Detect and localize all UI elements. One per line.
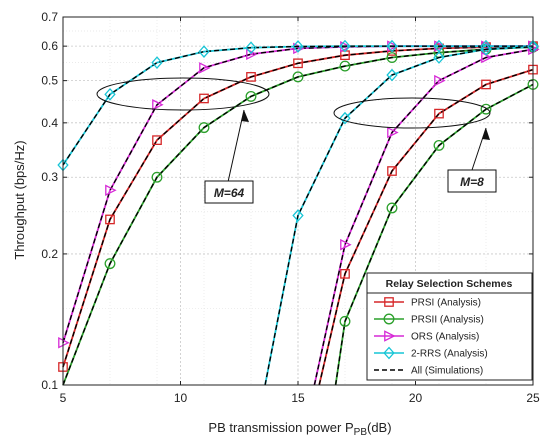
m8-group-ellipse bbox=[333, 97, 491, 129]
m64-label: M=64 bbox=[214, 186, 245, 200]
legend-marker bbox=[384, 297, 394, 307]
axis-labels: PB transmission power PPB(dB) Throughput… bbox=[12, 140, 392, 438]
legend-title: Relay Selection Schemes bbox=[386, 278, 513, 290]
series-point bbox=[104, 258, 116, 270]
series-point bbox=[339, 111, 351, 125]
legend-entry: PRSI (Analysis) bbox=[374, 297, 481, 309]
legend-entry: All (Simulations) bbox=[374, 366, 483, 377]
m8-label-box bbox=[447, 169, 497, 193]
x-tick-label: 15 bbox=[291, 391, 305, 405]
y-axis-label: Throughput (bps/Hz) bbox=[12, 140, 27, 259]
legend-entry: PRSII (Analysis) bbox=[374, 313, 484, 326]
series-point bbox=[292, 71, 304, 83]
series-point bbox=[339, 60, 351, 72]
m64-arrow-line bbox=[227, 109, 245, 183]
x-axis-label-sub: PB bbox=[354, 427, 368, 438]
series-point bbox=[245, 41, 257, 55]
series-point bbox=[105, 184, 117, 197]
y-tick-label: 0.4 bbox=[41, 116, 58, 130]
x-tick-label: 25 bbox=[526, 391, 540, 405]
series-point bbox=[433, 51, 445, 64]
simulation-line bbox=[62, 45, 534, 368]
legend-marker bbox=[384, 330, 396, 342]
y-tick-label: 0.2 bbox=[41, 247, 58, 261]
x-tick-label: 5 bbox=[60, 391, 67, 405]
series-point bbox=[340, 238, 352, 251]
series-point bbox=[293, 58, 303, 69]
legend-items: PRSI (Analysis) PRSII (Analysis) ORS (Anal… bbox=[374, 297, 488, 377]
series-point bbox=[151, 56, 163, 69]
tick-labels: 5 10 15 20 25 0.1 0.2 0.3 0.4 0.5 0.6 0.7 bbox=[41, 10, 540, 405]
series-point bbox=[199, 93, 209, 104]
legend-label: PRSI (Analysis) bbox=[411, 298, 481, 309]
series-point bbox=[104, 87, 116, 101]
series-point bbox=[198, 45, 210, 58]
simulation-line bbox=[62, 46, 534, 386]
y-tick-label: 0.3 bbox=[41, 170, 58, 184]
series-point bbox=[151, 171, 163, 183]
simulation-line bbox=[334, 83, 534, 386]
series-point bbox=[152, 135, 162, 145]
series-point bbox=[434, 108, 444, 119]
y-tick-label: 0.5 bbox=[41, 74, 58, 88]
legend: Relay Selection Schemes PRSI (Analysis)P… bbox=[366, 272, 533, 381]
series-m8-prsii bbox=[334, 79, 539, 386]
series-point bbox=[480, 103, 492, 115]
series-point bbox=[480, 39, 492, 53]
series-point bbox=[386, 202, 398, 214]
series-point bbox=[105, 214, 115, 225]
series-point bbox=[433, 139, 445, 151]
simulation-line bbox=[264, 46, 534, 386]
m8-arrow-head bbox=[482, 128, 490, 140]
series-m8-2-rrs bbox=[264, 40, 539, 386]
simulation-line bbox=[62, 45, 533, 166]
series-layer bbox=[57, 39, 540, 386]
legend-marker bbox=[383, 313, 395, 325]
series-point bbox=[246, 72, 256, 82]
simulation-line bbox=[318, 68, 534, 386]
series-point bbox=[339, 39, 351, 53]
series-point bbox=[480, 42, 492, 56]
simulation-line bbox=[313, 48, 534, 386]
legend-box bbox=[366, 272, 533, 381]
series-point bbox=[152, 99, 164, 111]
annotations: M=64 M=8 bbox=[96, 77, 497, 204]
x-tick-label: 20 bbox=[409, 391, 423, 405]
x-tick-label: 10 bbox=[174, 391, 188, 405]
series-point bbox=[339, 315, 351, 327]
series-point bbox=[292, 40, 304, 53]
series-point bbox=[481, 79, 491, 90]
series-point bbox=[245, 90, 257, 102]
y-tick-label: 0.7 bbox=[41, 10, 58, 24]
series-point bbox=[386, 39, 398, 53]
y-tick-label: 0.1 bbox=[41, 378, 58, 392]
m64-label-box bbox=[204, 180, 254, 204]
series-point bbox=[386, 68, 398, 82]
series-point bbox=[198, 122, 210, 134]
legend-label: PRSII (Analysis) bbox=[411, 315, 484, 326]
legend-label: ORS (Analysis) bbox=[411, 332, 479, 343]
legend-label: 2-RRS (Analysis) bbox=[411, 349, 488, 360]
legend-entry: 2-RRS (Analysis) bbox=[374, 346, 488, 360]
legend-entry: ORS (Analysis) bbox=[374, 330, 479, 343]
x-axis-label-unit: (dB) bbox=[367, 420, 392, 435]
series-point bbox=[434, 74, 446, 87]
legend-label: All (Simulations) bbox=[411, 366, 483, 377]
legend-marker bbox=[383, 346, 395, 360]
series-point bbox=[292, 209, 304, 222]
series-m64-prsi bbox=[58, 41, 538, 372]
x-axis-label-main: PB transmission power P bbox=[208, 420, 353, 435]
series-point bbox=[340, 268, 350, 279]
x-axis-label: PB transmission power PPB(dB) bbox=[208, 420, 391, 438]
m64-arrow-head bbox=[241, 110, 249, 122]
series-point bbox=[387, 126, 399, 139]
series-point bbox=[199, 62, 211, 74]
m8-label: M=8 bbox=[460, 175, 484, 189]
series-point bbox=[481, 51, 493, 64]
y-tick-label: 0.6 bbox=[41, 39, 58, 53]
series-point bbox=[386, 52, 398, 63]
m64-group-ellipse bbox=[96, 77, 270, 111]
series-point bbox=[387, 166, 397, 176]
